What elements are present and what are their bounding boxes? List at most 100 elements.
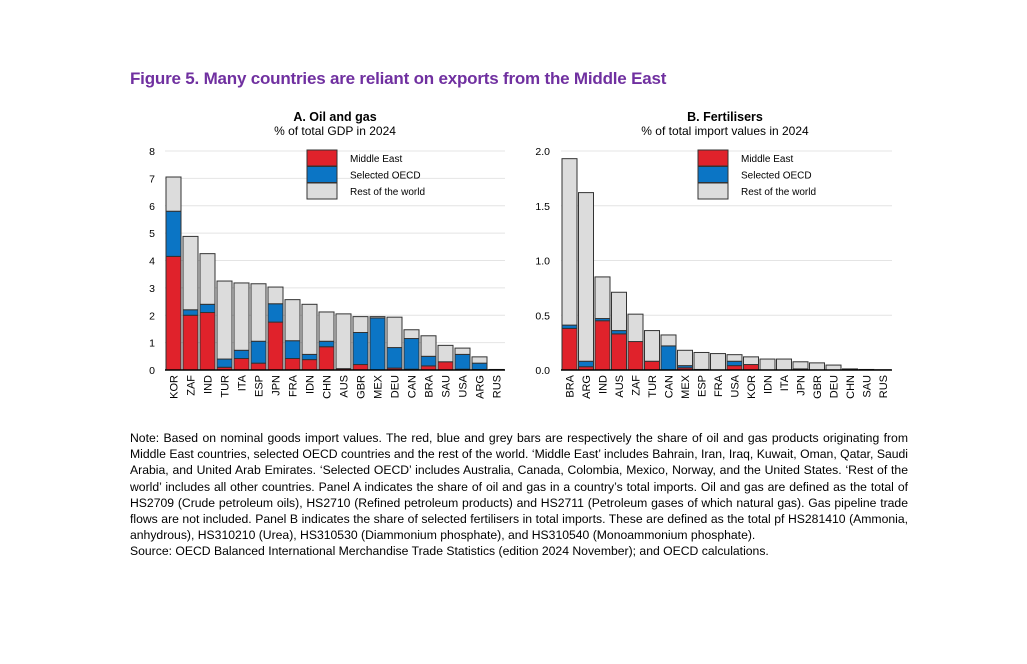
legend-label: Middle East bbox=[741, 154, 793, 165]
bar-middle-east bbox=[644, 360, 660, 371]
y-tick-label: 1.5 bbox=[535, 201, 550, 213]
bar-middle-east bbox=[594, 320, 611, 371]
bar-rest-of-the-world bbox=[318, 311, 335, 342]
bar-selected-oecd bbox=[216, 358, 233, 368]
bar-rest-of-the-world bbox=[437, 344, 454, 363]
x-tick-label: ESP bbox=[254, 375, 266, 397]
x-tick-label: ITA bbox=[237, 374, 249, 391]
y-tick-label: 6 bbox=[149, 201, 155, 213]
bar-rest-of-the-world bbox=[216, 280, 233, 360]
y-tick-label: 5 bbox=[149, 228, 155, 240]
x-tick-label: CAN bbox=[407, 375, 419, 398]
bar-rest-of-the-world bbox=[250, 283, 267, 342]
bar-rest-of-the-world bbox=[594, 276, 611, 320]
bar-selected-oecd bbox=[471, 362, 488, 370]
bar-selected-oecd bbox=[386, 347, 403, 369]
bar-selected-oecd bbox=[284, 340, 301, 360]
bar-rest-of-the-world bbox=[561, 158, 578, 326]
x-tick-label: BRA bbox=[565, 374, 577, 397]
y-tick-label: 0.0 bbox=[535, 365, 550, 377]
bar-rest-of-the-world bbox=[677, 349, 693, 367]
bar-rest-of-the-world bbox=[644, 330, 660, 362]
bar-middle-east bbox=[267, 321, 284, 371]
bar-middle-east bbox=[352, 364, 369, 371]
x-tick-label: IND bbox=[598, 375, 610, 394]
bar-middle-east bbox=[743, 364, 759, 371]
bar-rest-of-the-world bbox=[726, 354, 743, 362]
legend-swatch bbox=[697, 182, 729, 200]
panel-a-title: A. Oil and gas bbox=[293, 110, 377, 124]
x-tick-label: ITA bbox=[779, 374, 791, 391]
bar-selected-oecd bbox=[250, 340, 267, 364]
legend-label: Rest of the world bbox=[350, 187, 425, 198]
bar-rest-of-the-world bbox=[660, 334, 677, 347]
bar-rest-of-the-world bbox=[471, 356, 488, 364]
x-tick-label: RUS bbox=[492, 375, 504, 398]
legend-label: Rest of the world bbox=[741, 187, 816, 198]
bar-selected-oecd bbox=[233, 349, 250, 360]
x-tick-label: KOR bbox=[746, 375, 758, 399]
y-tick-label: 2 bbox=[149, 310, 155, 322]
x-tick-label: FRA bbox=[713, 374, 725, 397]
bar-rest-of-the-world bbox=[809, 362, 825, 371]
x-tick-label: ZAF bbox=[631, 375, 643, 396]
y-tick-label: 7 bbox=[149, 173, 155, 185]
note-block: Note: Based on nominal goods import valu… bbox=[130, 430, 908, 560]
note-text: Note: Based on nominal goods import valu… bbox=[130, 431, 908, 543]
bar-rest-of-the-world bbox=[165, 176, 182, 212]
bar-selected-oecd bbox=[369, 317, 386, 371]
charts: 0 1 2 3 4 5 6 7 8 Middle East Selected OECD Rest of… bbox=[149, 146, 892, 399]
legend-label: Selected OECD bbox=[350, 171, 421, 182]
bar-selected-oecd bbox=[352, 331, 369, 366]
panel-b-title: B. Fertilisers bbox=[687, 110, 763, 124]
bar-middle-east bbox=[182, 314, 199, 371]
panel-b-subtitle: % of total import values in 2024 bbox=[641, 124, 809, 138]
x-tick-label: USA bbox=[730, 374, 742, 397]
x-tick-label: DEU bbox=[829, 375, 841, 398]
x-tick-label: GBR bbox=[812, 375, 824, 399]
bar-selected-oecd bbox=[165, 210, 182, 257]
x-tick-label: IND bbox=[203, 375, 215, 394]
bar-middle-east bbox=[561, 327, 578, 371]
x-tick-label: TUR bbox=[220, 375, 232, 398]
x-tick-label: ESP bbox=[697, 375, 709, 397]
x-tick-label: CHN bbox=[845, 375, 857, 399]
bar-middle-east bbox=[284, 358, 301, 371]
bar-rest-of-the-world bbox=[352, 316, 369, 333]
bar-rest-of-the-world bbox=[369, 316, 386, 319]
bar-selected-oecd bbox=[199, 303, 216, 314]
legend-swatch bbox=[306, 182, 338, 200]
bar-rest-of-the-world bbox=[386, 316, 403, 349]
bar-selected-oecd bbox=[403, 338, 420, 370]
legend-swatch bbox=[697, 166, 729, 183]
y-tick-label: 2.0 bbox=[535, 146, 550, 158]
x-tick-label: BRA bbox=[424, 374, 436, 397]
x-tick-label: CHN bbox=[322, 375, 334, 399]
legend-swatch bbox=[306, 166, 338, 183]
bar-selected-oecd bbox=[578, 360, 594, 368]
bar-selected-oecd bbox=[420, 355, 437, 367]
legend-swatch bbox=[697, 149, 729, 167]
bar-middle-east bbox=[165, 255, 182, 371]
bar-middle-east bbox=[301, 359, 318, 371]
source-text: Source: OECD Balanced International Merc… bbox=[130, 544, 769, 559]
bar-rest-of-the-world bbox=[578, 192, 594, 362]
bar-rest-of-the-world bbox=[199, 253, 216, 305]
x-tick-label: AUS bbox=[614, 375, 626, 398]
y-tick-label: 4 bbox=[149, 256, 155, 268]
bar-selected-oecd bbox=[301, 353, 318, 361]
bar-middle-east bbox=[250, 362, 267, 371]
x-tick-label: ZAF bbox=[186, 375, 198, 396]
y-tick-label: 0.5 bbox=[535, 310, 550, 322]
bar-rest-of-the-world bbox=[284, 299, 301, 342]
bar-rest-of-the-world bbox=[267, 286, 284, 305]
bar-rest-of-the-world bbox=[403, 329, 420, 340]
x-tick-label: RUS bbox=[878, 375, 890, 398]
x-tick-label: ARG bbox=[581, 375, 593, 399]
bar-rest-of-the-world bbox=[627, 313, 644, 343]
bar-middle-east bbox=[199, 312, 216, 371]
bar-middle-east bbox=[611, 333, 627, 371]
x-tick-label: GBR bbox=[356, 375, 368, 399]
bar-rest-of-the-world bbox=[454, 347, 471, 355]
x-tick-label: KOR bbox=[169, 375, 181, 399]
